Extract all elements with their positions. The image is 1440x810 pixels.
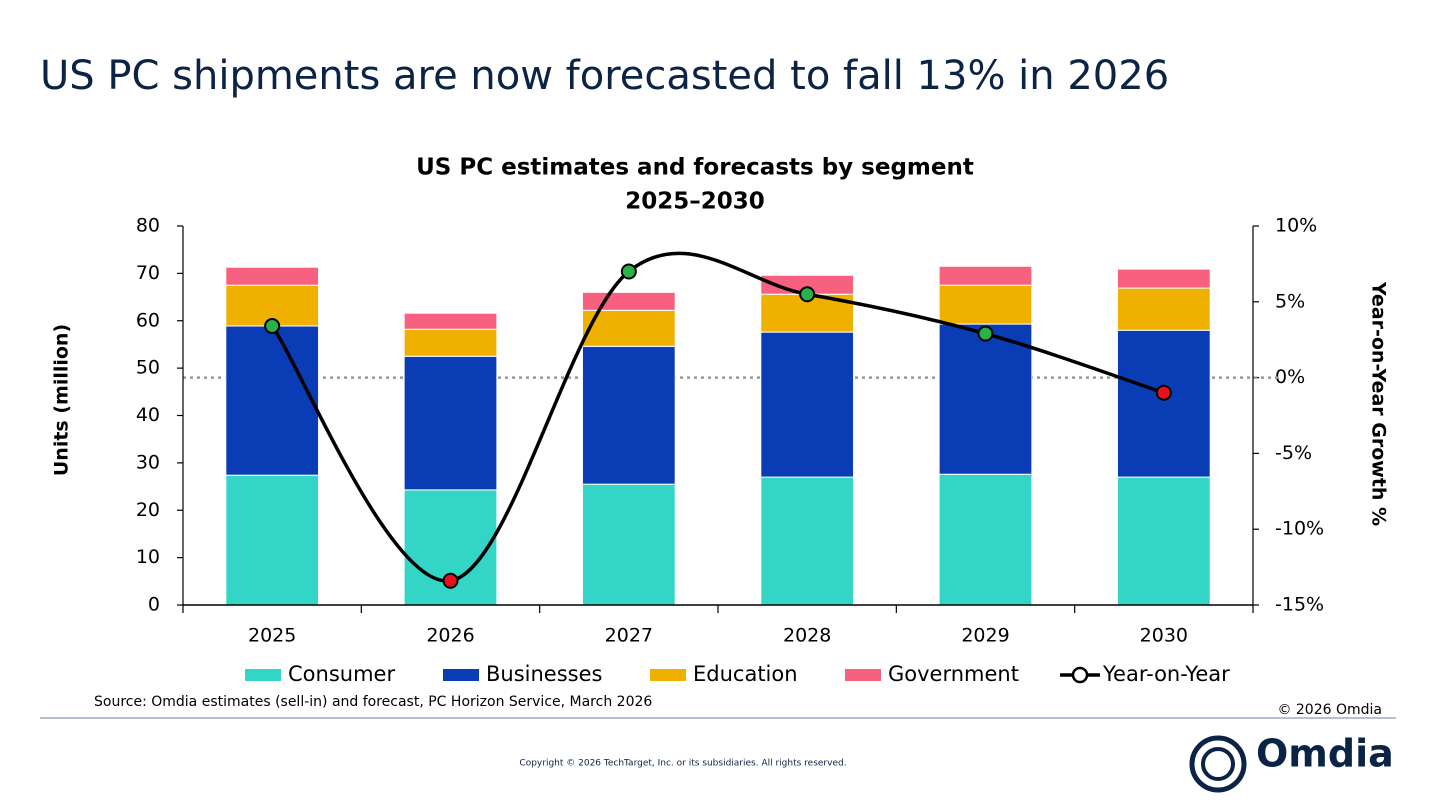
yoy-marker bbox=[1155, 384, 1172, 401]
bar-segment bbox=[225, 325, 320, 476]
yoy-marker bbox=[799, 286, 816, 303]
bar-segment bbox=[403, 312, 498, 330]
bar-segment bbox=[1116, 476, 1211, 606]
y-tick-label: 40 bbox=[136, 404, 160, 426]
legend-label: Businesses bbox=[486, 662, 602, 686]
bar-segment bbox=[938, 265, 1033, 286]
bar-segment bbox=[1116, 329, 1211, 478]
logo: Omdia bbox=[1256, 732, 1394, 776]
y-tick-label: 10 bbox=[136, 546, 160, 568]
yoy-marker bbox=[977, 325, 994, 342]
y-tick-label: 50 bbox=[136, 357, 160, 379]
legend-swatch bbox=[650, 669, 686, 681]
y-tick-label: 70 bbox=[136, 262, 160, 284]
legend-swatch bbox=[245, 669, 281, 681]
bar-segment bbox=[225, 266, 320, 286]
y-axis-label: Units (million) bbox=[51, 324, 73, 476]
legend-label: Consumer bbox=[288, 662, 395, 686]
x-tick-label: 2029 bbox=[961, 625, 1009, 647]
y2-tick-label: 5% bbox=[1275, 290, 1305, 312]
bar-segment bbox=[225, 474, 320, 606]
bar-segment bbox=[581, 291, 676, 311]
bar-segment bbox=[581, 483, 676, 606]
yoy-marker bbox=[264, 318, 281, 335]
y2-axis-label: Year-on-Year Growth % bbox=[1368, 281, 1390, 526]
y-tick-label: 0 bbox=[148, 594, 160, 616]
bar-segment bbox=[938, 284, 1033, 325]
slide-title: US PC shipments are now forecasted to fa… bbox=[40, 53, 1169, 99]
bar-segment bbox=[403, 328, 498, 357]
legend-label: Government bbox=[888, 662, 1019, 686]
x-tick-label: 2030 bbox=[1140, 625, 1188, 647]
y-tick-label: 80 bbox=[136, 215, 160, 237]
bar-segment bbox=[760, 476, 855, 606]
y2-tick-label: 10% bbox=[1275, 215, 1317, 237]
chart-title: US PC estimates and forecasts by segment bbox=[416, 155, 974, 181]
bar-segment bbox=[938, 323, 1033, 475]
legend-label: Education bbox=[693, 662, 798, 686]
y-tick-label: 60 bbox=[136, 309, 160, 331]
logo-ring bbox=[1201, 747, 1235, 781]
y2-tick-label: -10% bbox=[1275, 518, 1324, 540]
yoy-marker bbox=[442, 572, 459, 589]
x-tick-label: 2028 bbox=[783, 625, 831, 647]
footer: Copyright © 2026 TechTarget, Inc. or its… bbox=[519, 759, 846, 769]
x-tick-label: 2025 bbox=[248, 625, 296, 647]
logo-ring bbox=[1189, 735, 1247, 793]
bar-segment bbox=[1116, 268, 1211, 289]
bar-segment bbox=[1116, 287, 1211, 331]
y2-tick-label: 0% bbox=[1275, 366, 1305, 388]
y2-tick-label: -5% bbox=[1275, 442, 1312, 464]
y-tick-label: 20 bbox=[136, 499, 160, 521]
x-tick-label: 2026 bbox=[426, 625, 474, 647]
legend-swatch bbox=[845, 669, 881, 681]
y-tick-label: 30 bbox=[136, 451, 160, 473]
source-note: Source: Omdia estimates (sell-in) and fo… bbox=[94, 694, 652, 710]
copyright: © 2026 Omdia bbox=[1277, 702, 1382, 718]
bar-segment bbox=[581, 309, 676, 347]
bar-segment bbox=[403, 355, 498, 491]
x-tick-label: 2027 bbox=[605, 625, 653, 647]
bar-segment bbox=[938, 473, 1033, 606]
bar-segment bbox=[581, 345, 676, 485]
yoy-marker bbox=[620, 263, 637, 280]
legend-swatch bbox=[443, 669, 479, 681]
chart-subtitle: 2025–2030 bbox=[625, 189, 765, 215]
legend-swatch bbox=[1071, 666, 1089, 684]
bar-segment bbox=[760, 331, 855, 478]
legend-label: Year-on-Year bbox=[1102, 662, 1230, 686]
y2-tick-label: -15% bbox=[1275, 594, 1324, 616]
